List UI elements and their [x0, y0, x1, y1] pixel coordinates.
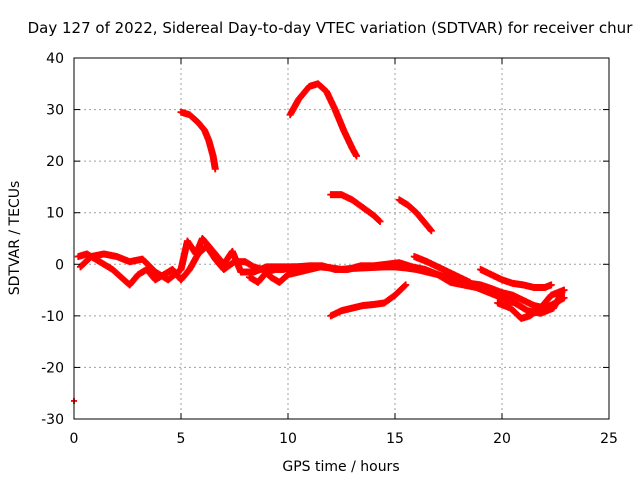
data-point	[466, 278, 474, 286]
axis-ticks	[73, 57, 610, 420]
chart-title: Day 127 of 2022, Sidereal Day-to-day VTE…	[28, 19, 634, 37]
data-point	[352, 152, 360, 160]
y-tick-label: 20	[46, 154, 64, 170]
x-tick-label: 0	[70, 431, 79, 447]
data-point	[402, 281, 410, 289]
data-point	[547, 281, 555, 289]
y-tick-label: 10	[46, 206, 64, 222]
x-tick-label: 20	[493, 431, 511, 447]
y-tick-label: -30	[41, 412, 64, 428]
y-tick-label: 40	[46, 51, 64, 67]
y-tick-label: -20	[41, 360, 64, 376]
x-tick-label: 25	[600, 431, 618, 447]
plot-border	[73, 57, 610, 420]
data-points	[71, 80, 568, 404]
grid-lines	[74, 58, 609, 419]
tick-labels: 0 5 10 15 20 25 -30 -20 -10 0 10 20 30 40	[41, 51, 618, 447]
data-point	[427, 227, 435, 235]
y-axis-label: SDTVAR / TECUs	[7, 181, 23, 296]
data-point	[560, 286, 568, 294]
x-axis-label: GPS time / hours	[282, 459, 399, 475]
x-tick-label: 15	[386, 431, 404, 447]
x-tick-label: 10	[279, 431, 297, 447]
data-point	[376, 217, 384, 225]
data-point	[375, 216, 383, 224]
data-point	[211, 165, 219, 173]
data-point	[426, 226, 434, 234]
y-tick-label: 30	[46, 103, 64, 119]
data-point	[310, 263, 318, 271]
y-tick-label: -10	[41, 309, 64, 325]
data-point	[401, 282, 409, 290]
y-tick-label: 0	[55, 257, 64, 273]
x-tick-label: 5	[177, 431, 186, 447]
